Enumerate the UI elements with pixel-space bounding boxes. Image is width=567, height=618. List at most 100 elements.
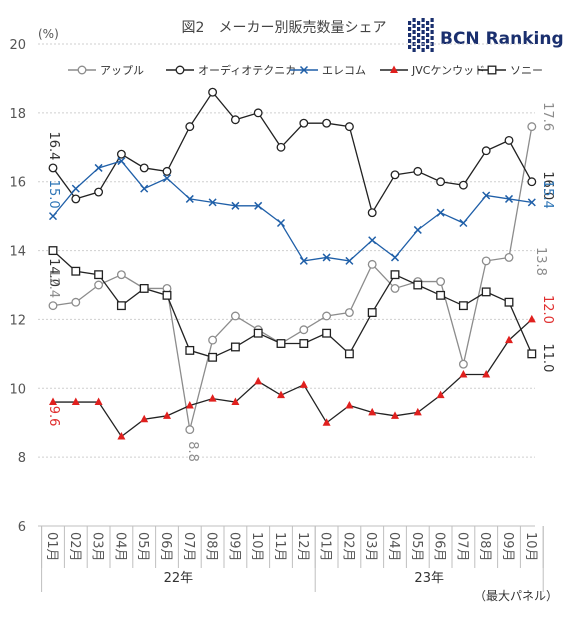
logo-square — [417, 27, 421, 31]
logo-square — [408, 39, 412, 43]
series-line — [49, 314, 536, 440]
data-labels: 16.4 15.0 14.012.4 9.6 8.8 17.6 16.015.4 13.8 12… — [46, 102, 555, 462]
data-point — [458, 301, 468, 311]
data-point — [390, 270, 400, 280]
logo-square — [430, 36, 434, 40]
data-point — [390, 170, 400, 180]
data-point — [505, 335, 513, 344]
logo-square — [417, 33, 421, 37]
data-point — [94, 397, 103, 406]
data-label: 16.0 — [540, 171, 555, 200]
data-point — [436, 390, 445, 399]
legend-item: ソニー — [478, 64, 543, 77]
data-point — [504, 297, 514, 307]
logo-square — [421, 24, 425, 28]
data-point — [504, 253, 514, 262]
data-point — [322, 253, 331, 262]
y-tick-label: 12 — [9, 313, 26, 328]
x-tick-label: 01月 — [44, 532, 59, 562]
x-tick-label: 08月 — [204, 532, 219, 562]
y-tick-label: 10 — [9, 382, 26, 397]
x-tick-label: 03月 — [363, 532, 378, 562]
data-point — [208, 352, 218, 362]
data-label: 16.4 — [46, 131, 61, 160]
data-point — [185, 194, 194, 203]
year-group-label: 22年 — [164, 571, 194, 586]
data-point — [71, 184, 80, 193]
data-point — [481, 146, 491, 156]
x-tick-label: 10月 — [249, 532, 264, 562]
data-point — [276, 339, 286, 348]
data-point — [504, 135, 514, 145]
data-point — [208, 198, 217, 207]
x-tick-label: 02月 — [67, 532, 82, 562]
data-point — [527, 314, 536, 323]
data-point — [487, 65, 497, 75]
data-point — [459, 370, 468, 378]
logo-square — [426, 21, 430, 25]
logo-square — [430, 42, 434, 46]
x-tick-label: 05月 — [409, 532, 424, 562]
legend-label: オーディオテクニカ — [198, 63, 296, 77]
logo-square — [412, 48, 416, 52]
data-label: 8.8 — [185, 441, 200, 462]
logo-square — [426, 39, 430, 43]
data-point — [185, 122, 195, 132]
data-point — [322, 311, 332, 321]
data-point — [94, 270, 104, 280]
data-point — [162, 290, 172, 300]
data-point — [208, 87, 218, 97]
data-point — [527, 349, 537, 359]
data-label: 13.8 — [533, 247, 548, 276]
y-tick-label: 8 — [18, 451, 26, 466]
logo-square — [417, 21, 421, 25]
data-point — [367, 259, 377, 269]
data-point — [527, 122, 537, 132]
logo-square — [412, 36, 416, 40]
data-point — [299, 256, 308, 265]
data-point — [436, 277, 446, 287]
y-unit-label: (%) — [38, 27, 59, 41]
x-tick-label: 11月 — [272, 532, 287, 562]
data-point — [413, 225, 422, 234]
data-point — [527, 177, 537, 187]
y-tick-label: 18 — [9, 107, 26, 122]
data-point — [116, 270, 126, 280]
data-point — [49, 397, 57, 406]
data-point — [344, 349, 354, 359]
data-point — [230, 311, 240, 321]
series-path — [52, 91, 533, 215]
logo-square — [430, 18, 434, 22]
data-point — [367, 208, 377, 218]
series-path — [52, 160, 532, 262]
data-point — [322, 328, 332, 338]
data-label: 11.0 — [540, 343, 555, 372]
logo-square — [421, 30, 425, 34]
data-point — [230, 115, 240, 125]
data-point — [390, 253, 400, 262]
data-point — [231, 201, 240, 210]
data-point — [458, 180, 468, 190]
data-point — [390, 65, 398, 73]
data-point — [117, 431, 126, 440]
data-point — [504, 194, 514, 203]
data-label: 15.4 — [540, 180, 555, 209]
logo-square — [430, 48, 434, 52]
x-tick-label: 02月 — [340, 532, 355, 562]
data-point — [71, 297, 81, 307]
data-point — [459, 218, 468, 228]
x-tick-label: 08月 — [477, 532, 492, 562]
data-label: 17.6 — [540, 102, 555, 131]
data-label: 15.0 — [46, 180, 61, 209]
data-point — [163, 411, 171, 419]
logo-square — [408, 33, 412, 37]
data-point — [482, 191, 491, 200]
data-point — [391, 411, 399, 419]
logo-square — [408, 21, 412, 25]
data-point — [94, 187, 104, 197]
data-point — [116, 149, 126, 159]
data-point — [71, 397, 80, 406]
x-tick-label: 06月 — [158, 532, 173, 562]
data-point — [254, 201, 263, 210]
data-point — [299, 65, 309, 75]
